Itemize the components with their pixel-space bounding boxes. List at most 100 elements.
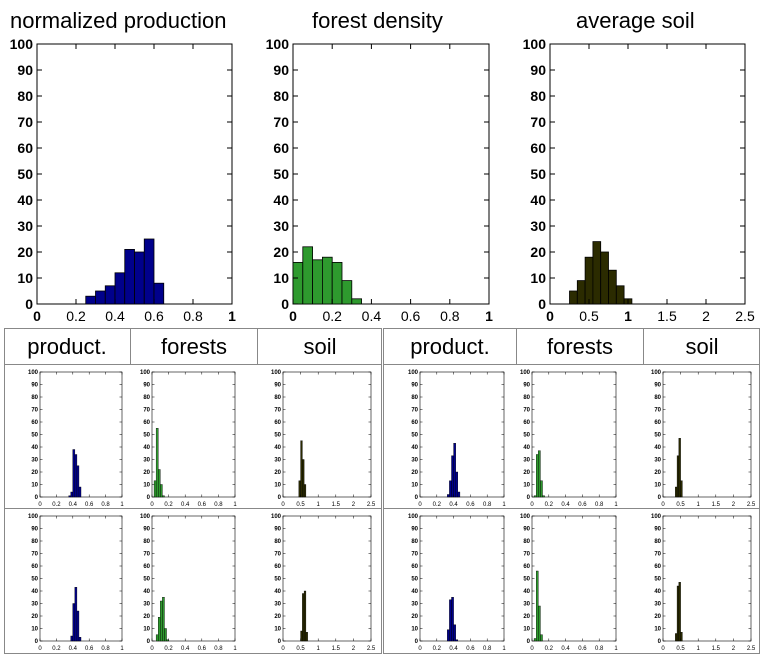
bar — [160, 600, 163, 642]
y-tick-label: 100 — [651, 514, 662, 520]
y-tick-label: 20 — [31, 470, 38, 476]
y-tick-label: 20 — [17, 244, 33, 260]
x-tick-label: 0 — [281, 646, 285, 652]
y-tick-label: 70 — [530, 114, 546, 130]
title-production: normalized production — [10, 8, 227, 33]
axes-frame — [662, 515, 752, 642]
y-tick-label: 90 — [274, 527, 281, 533]
bar — [351, 298, 362, 305]
bar — [153, 282, 165, 305]
x-tick-label: 1.5 — [657, 308, 677, 324]
x-tick-label: 1 — [120, 646, 124, 652]
y-tick-label: 50 — [143, 433, 150, 439]
bar — [158, 617, 161, 642]
y-tick-label: 50 — [530, 166, 546, 182]
y-tick-label: 20 — [143, 470, 150, 476]
y-tick-label: 100 — [28, 514, 39, 520]
bar — [453, 443, 456, 498]
y-tick-label: 10 — [31, 483, 38, 489]
y-tick-label: 40 — [411, 589, 418, 595]
bar — [153, 480, 157, 498]
y-tick-label: 100 — [266, 36, 290, 52]
y-tick-label: 50 — [523, 577, 530, 583]
y-tick-label: 30 — [274, 458, 281, 464]
y-tick-label: 30 — [654, 458, 661, 464]
x-tick-label: 0.8 — [214, 646, 223, 652]
bar — [449, 480, 452, 498]
row-divider-right — [383, 508, 760, 509]
x-tick-label: 1.5 — [712, 502, 721, 508]
y-tick-label: 0 — [278, 495, 282, 501]
y-tick-label: 100 — [520, 370, 531, 376]
header-left-production: product. — [27, 334, 107, 359]
x-tick-label: 0.8 — [483, 502, 492, 508]
axes-frame — [662, 371, 752, 498]
x-tick-label: 0.2 — [545, 502, 554, 508]
y-tick-label: 30 — [274, 602, 281, 608]
x-tick-label: 1.5 — [332, 646, 341, 652]
bar — [312, 259, 323, 305]
bar — [104, 285, 116, 305]
y-tick-label: 100 — [520, 514, 531, 520]
y-tick-label: 100 — [523, 36, 547, 52]
y-tick-label: 70 — [31, 552, 38, 558]
bar — [76, 610, 80, 642]
y-tick-label: 90 — [31, 383, 38, 389]
y-tick-label: 0 — [658, 495, 662, 501]
x-tick-label: 0.4 — [181, 646, 190, 652]
bar — [678, 582, 681, 642]
bar — [162, 495, 165, 498]
y-tick-label: 30 — [17, 218, 33, 234]
y-tick-label: 100 — [271, 370, 282, 376]
bar — [533, 638, 537, 642]
y-tick-label: 10 — [411, 483, 418, 489]
y-tick-label: 90 — [17, 62, 33, 78]
bar — [584, 256, 594, 305]
x-tick-label: 0.6 — [466, 646, 475, 652]
x-tick-label: 0.2 — [164, 646, 173, 652]
x-tick-label: 0.8 — [183, 308, 203, 324]
y-tick-label: 90 — [654, 527, 661, 533]
x-tick-label: 0.4 — [362, 308, 382, 324]
y-tick-label: 80 — [143, 539, 150, 545]
y-tick-label: 50 — [31, 577, 38, 583]
y-tick-label: 40 — [143, 589, 150, 595]
y-tick-label: 60 — [523, 420, 530, 426]
y-tick-label: 20 — [654, 470, 661, 476]
y-tick-label: 60 — [143, 564, 150, 570]
y-tick-label: 40 — [654, 589, 661, 595]
x-tick-label: 0.4 — [69, 646, 78, 652]
x-tick-label: 0.4 — [181, 502, 190, 508]
x-tick-label: 0.4 — [449, 646, 458, 652]
bar — [78, 486, 82, 498]
y-tick-label: 80 — [31, 539, 38, 545]
y-tick-label: 20 — [530, 244, 546, 260]
y-tick-label: 50 — [274, 433, 281, 439]
bar — [615, 285, 625, 305]
y-tick-label: 10 — [523, 483, 530, 489]
x-tick-label: 2 — [732, 502, 736, 508]
y-tick-label: 40 — [273, 192, 289, 208]
y-tick-label: 40 — [530, 192, 546, 208]
x-tick-label: 2 — [732, 646, 736, 652]
x-tick-label: 0.5 — [296, 646, 305, 652]
y-tick-label: 20 — [274, 470, 281, 476]
y-tick-label: 0 — [527, 495, 531, 501]
histogram-4: 0 10 20 30 40 50 60 70 80 90 100 0 0.2 0.4 0.6 0.8 1 — [140, 370, 237, 508]
y-tick-label: 0 — [658, 639, 662, 645]
bar — [162, 597, 165, 642]
y-tick-label: 30 — [143, 458, 150, 464]
bar — [538, 450, 541, 498]
row-divider-left — [4, 508, 382, 509]
y-tick-label: 50 — [273, 166, 289, 182]
histogram-10: 0 10 20 30 40 50 60 70 80 90 100 0 0.2 0.4 0.6 0.8 1 — [140, 514, 237, 652]
y-tick-label: 30 — [31, 458, 38, 464]
bar — [576, 280, 586, 305]
y-tick-label: 60 — [654, 420, 661, 426]
histogram-12: 0 10 20 30 40 50 60 70 80 90 100 0 0.2 0.4 0.6 0.8 1 — [408, 514, 506, 652]
axes-frame — [531, 515, 617, 642]
x-tick-label: 1 — [614, 502, 618, 508]
y-tick-label: 40 — [143, 445, 150, 451]
y-tick-label: 20 — [143, 614, 150, 620]
